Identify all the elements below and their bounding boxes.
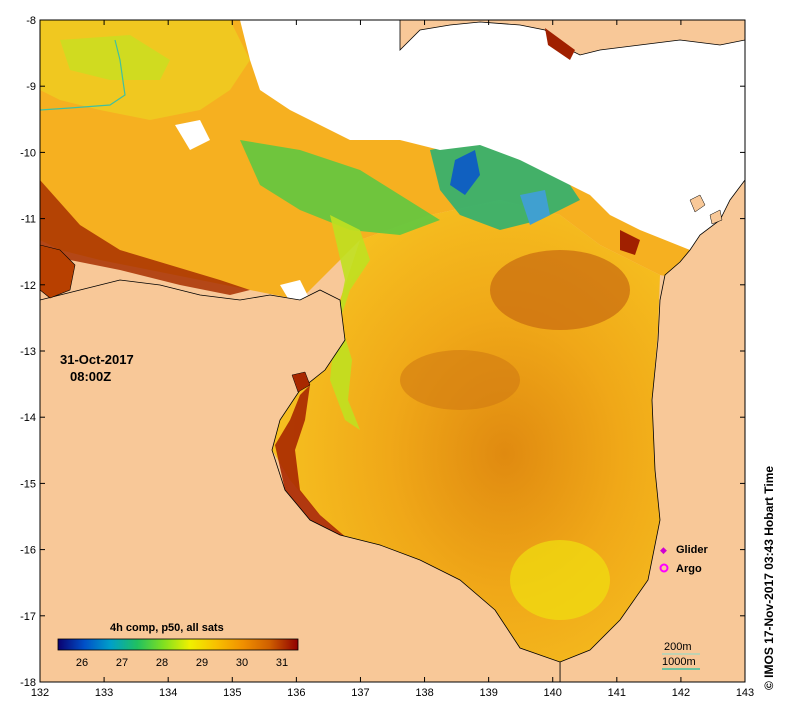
- lat-tick-label: -13: [20, 346, 36, 358]
- lat-tick-label: -10: [20, 147, 36, 159]
- land-new-guinea: [399, 20, 745, 56]
- argo-label: Argo: [676, 563, 702, 575]
- colorbar-tick-label: 30: [236, 657, 248, 669]
- credit-text: © IMOS 17-Nov-2017 03:43 Hobart Time: [762, 465, 776, 690]
- land-arnhem: [40, 279, 561, 682]
- lon-tick-label: 143: [736, 687, 754, 699]
- colorbar-ticks: 26 27 28 29 30 31: [76, 657, 288, 669]
- date-label: 31-Oct-2017: [60, 352, 134, 367]
- lon-tick-label: 135: [223, 687, 241, 699]
- lat-tick-label: -9: [26, 81, 36, 93]
- time-label: 08:00Z: [70, 369, 111, 384]
- lon-tick-label: 142: [672, 687, 690, 699]
- glider-marker: ◆: [660, 545, 667, 555]
- colorbar: [57, 638, 299, 651]
- no-data-region: [240, 20, 745, 260]
- lat-tick-label: -11: [21, 214, 36, 226]
- lat-tick-label: -12: [20, 280, 36, 292]
- colorbar-title: 4h comp, p50, all sats: [110, 622, 224, 634]
- colorbar-tick-label: 31: [276, 657, 288, 669]
- lat-tick-label: -18: [20, 677, 36, 689]
- colorbar-tick-label: 26: [76, 657, 88, 669]
- lat-tick-label: -8: [26, 15, 36, 27]
- lon-tick-label: 132: [31, 687, 49, 699]
- colorbar-tick-label: 27: [116, 657, 128, 669]
- lat-tick-label: -15: [20, 478, 36, 490]
- glider-label: Glider: [676, 544, 709, 556]
- contour-200-label: 200m: [664, 641, 692, 653]
- lon-tick-label: 137: [351, 687, 369, 699]
- colorbar-tick-label: 28: [156, 657, 168, 669]
- lon-axis: 132 133 134 135 136 137 138 139 140 141 142 143: [31, 20, 754, 699]
- colorbar-tick-label: 29: [196, 657, 208, 669]
- lat-axis: -8 -9 -10 -11 -12 -13 -14 -15 -16 -17 -18: [20, 15, 745, 689]
- contour-1000-label: 1000m: [662, 656, 696, 668]
- lon-tick-label: 136: [287, 687, 305, 699]
- lon-tick-label: 139: [479, 687, 497, 699]
- lon-tick-label: 140: [544, 687, 562, 699]
- argo-marker: [659, 563, 669, 573]
- lat-tick-label: -17: [20, 611, 36, 623]
- lon-tick-label: 133: [95, 687, 113, 699]
- lon-tick-label: 134: [159, 687, 177, 699]
- lon-tick-label: 138: [415, 687, 433, 699]
- lat-tick-label: -16: [20, 545, 36, 557]
- lat-tick-label: -14: [20, 412, 36, 424]
- lon-tick-label: 141: [608, 687, 626, 699]
